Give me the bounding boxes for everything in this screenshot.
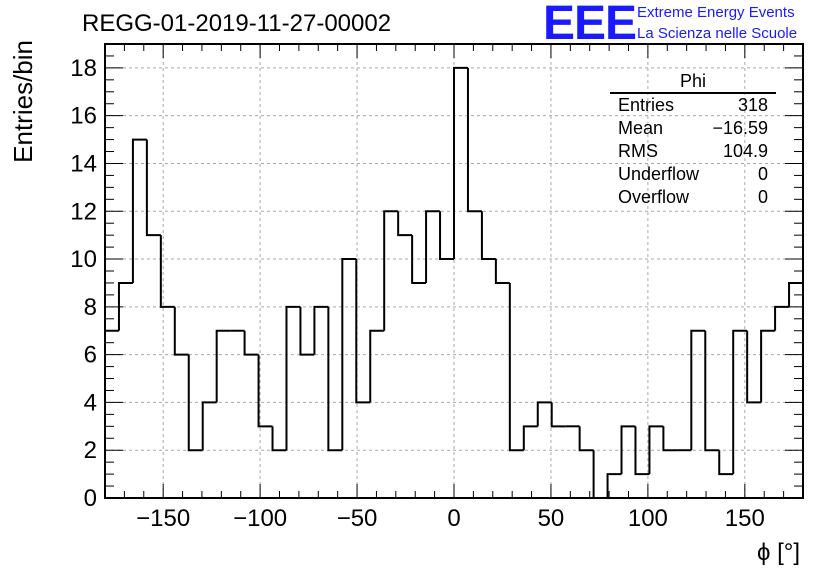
histogram-bin xyxy=(480,211,496,261)
stat-value: 0 xyxy=(757,164,768,184)
stat-row-underflow: Underflow 0 xyxy=(610,163,776,186)
stat-row-rms: RMS 104.9 xyxy=(610,140,776,163)
histogram-bin xyxy=(774,305,790,331)
axis-tick-labels: −150 −100 −50 0 50 100 150 0 2 4 6 8 10 12 14 16 18 xyxy=(70,55,765,532)
histogram-bin xyxy=(704,330,720,452)
stat-label: Mean xyxy=(618,118,664,138)
histogram-bin xyxy=(173,306,189,356)
histogram-bin xyxy=(746,330,762,404)
statistics-box: Phi Entries 318 Mean −16.59 RMS 104.9 Un… xyxy=(610,70,776,209)
stat-label: Underflow xyxy=(618,164,700,184)
x-axis-label: ϕ [°] xyxy=(757,539,800,566)
y-tick-label: 4 xyxy=(84,389,97,416)
histogram-bin xyxy=(578,426,594,452)
x-tick-label: 100 xyxy=(628,505,668,532)
y-tick-label: 12 xyxy=(70,198,97,225)
histogram-bin xyxy=(397,211,413,237)
stat-row-overflow: Overflow 0 xyxy=(610,186,776,209)
histogram-bin xyxy=(466,67,482,213)
histogram-bin xyxy=(215,329,231,403)
stat-label: Entries xyxy=(618,95,675,115)
histogram-bin xyxy=(522,425,538,451)
stat-label: Overflow xyxy=(618,187,690,207)
histogram-bin xyxy=(536,401,552,427)
x-tick-label: 0 xyxy=(447,505,460,532)
histogram-bin xyxy=(425,210,441,283)
y-tick-label: 10 xyxy=(70,246,97,273)
y-tick-label: 8 xyxy=(84,294,97,321)
y-tick-label: 14 xyxy=(70,150,97,177)
y-tick-label: 2 xyxy=(84,437,97,464)
x-tick-label: −50 xyxy=(337,505,378,532)
histogram-bin xyxy=(592,450,608,499)
histogram-bin xyxy=(411,235,427,284)
histogram-bin xyxy=(732,329,748,475)
histogram-bin xyxy=(327,306,343,452)
stat-value: −16.59 xyxy=(712,118,768,138)
histogram-bin xyxy=(662,426,678,452)
y-tick-label: 18 xyxy=(70,55,97,82)
y-tick-label: 6 xyxy=(84,342,97,369)
stat-row-entries: Entries 318 xyxy=(610,94,776,117)
histogram-bin xyxy=(257,354,273,428)
x-tick-label: −100 xyxy=(233,505,287,532)
histogram-bin xyxy=(648,425,664,475)
histogram-bin xyxy=(117,281,133,331)
histogram-bars xyxy=(104,66,803,499)
y-tick-label: 0 xyxy=(84,485,97,512)
brand-line-2: La Scienza nelle Scuole xyxy=(637,25,798,42)
histogram-bin xyxy=(299,306,315,356)
histogram-bin xyxy=(508,282,524,452)
histogram-bin xyxy=(760,329,776,403)
histogram-bin xyxy=(355,259,371,404)
histogram-bin xyxy=(620,425,636,475)
stat-value: 0 xyxy=(757,187,768,207)
x-tick-label: 150 xyxy=(725,505,765,532)
histogram-bin xyxy=(690,329,706,451)
histogram-bin xyxy=(187,354,203,452)
histogram-bin xyxy=(494,259,510,284)
y-tick-label: 16 xyxy=(70,103,97,130)
histogram-bin xyxy=(606,473,622,498)
histogram-bin xyxy=(453,66,468,260)
histogram-bin xyxy=(341,258,357,451)
histogram-bin xyxy=(383,210,399,331)
histogram-bin xyxy=(145,139,161,237)
axis-ticks xyxy=(104,43,804,499)
stat-value: 104.9 xyxy=(722,141,768,161)
histogram-bin xyxy=(313,305,329,355)
histogram-bin xyxy=(369,329,385,403)
x-tick-label: 50 xyxy=(538,505,565,532)
stat-box-title: Phi xyxy=(610,70,776,94)
histogram-bin xyxy=(159,235,175,308)
stat-value: 318 xyxy=(737,95,768,115)
histogram-bin xyxy=(243,330,259,356)
chart-title: REGG-01-2019-11-27-00002 xyxy=(82,10,392,37)
y-axis-label: Entries/bin xyxy=(8,40,38,163)
stat-label: RMS xyxy=(618,141,658,161)
brand-line-1: Extreme Energy Events xyxy=(637,4,795,21)
histogram-bin xyxy=(550,402,566,428)
histogram-bin xyxy=(439,211,454,261)
x-tick-label: −150 xyxy=(136,505,190,532)
histogram-bin xyxy=(285,305,301,451)
stat-row-mean: Mean −16.59 xyxy=(610,117,776,140)
histogram-bin xyxy=(131,138,147,283)
histogram-bin xyxy=(271,426,287,452)
eee-logo: EEE xyxy=(543,0,637,50)
histogram-bin xyxy=(718,450,734,476)
histogram-bin xyxy=(634,426,650,476)
histogram-bin xyxy=(201,401,217,451)
